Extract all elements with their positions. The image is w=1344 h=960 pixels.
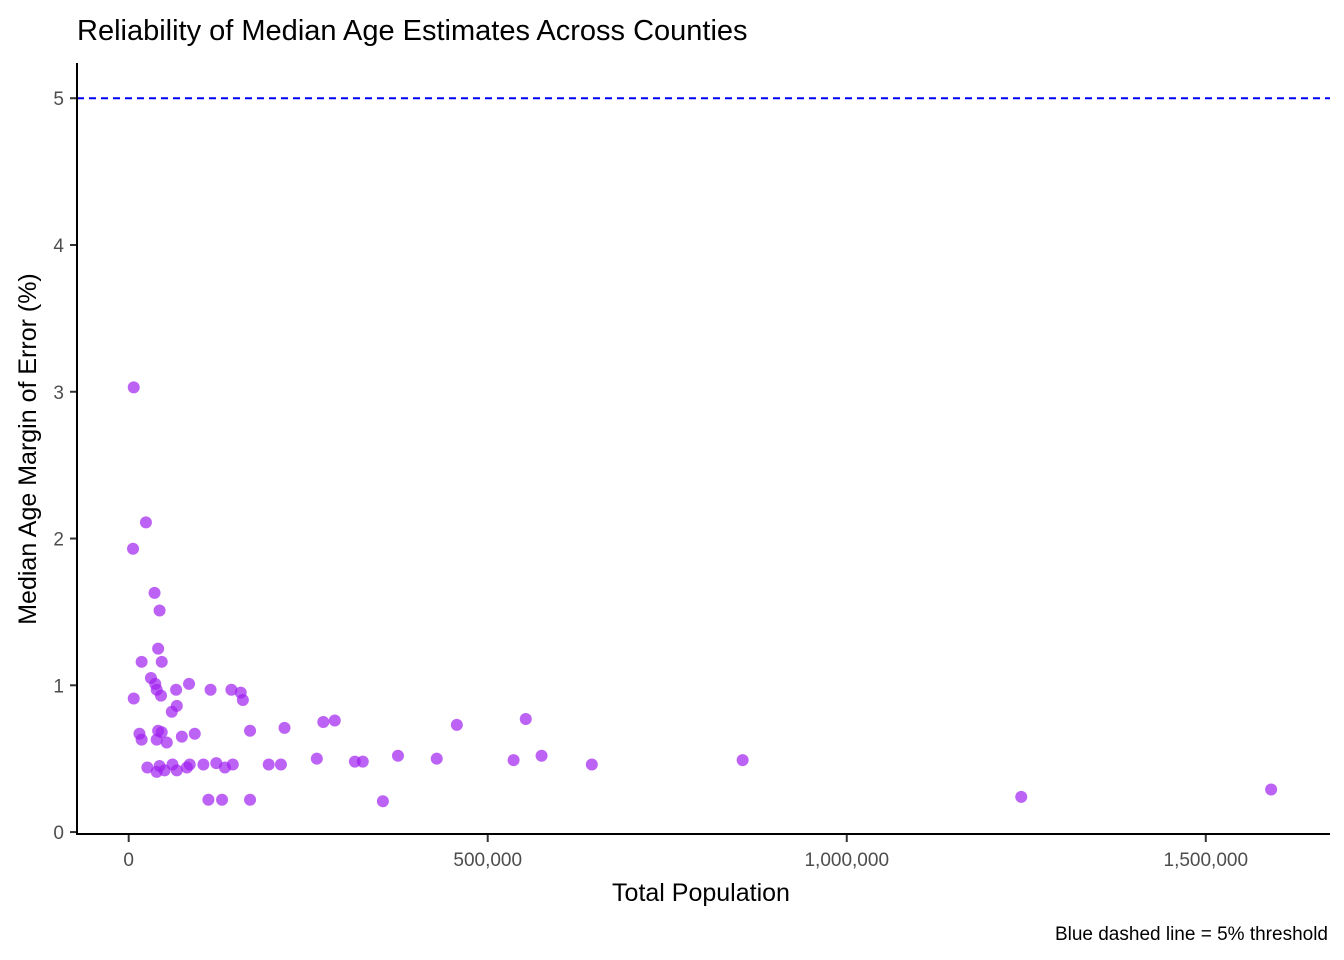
- y-tick-label: 3: [53, 383, 64, 404]
- x-tick-label: 500,000: [453, 850, 522, 871]
- data-point: [152, 642, 165, 655]
- data-point: [226, 758, 239, 771]
- y-tick-label: 5: [53, 89, 64, 110]
- data-point: [519, 713, 532, 726]
- data-point: [736, 754, 749, 767]
- data-point: [127, 542, 140, 555]
- data-point: [170, 683, 183, 696]
- data-point: [202, 793, 215, 806]
- data-point: [165, 705, 178, 718]
- x-tick-label: 1,000,000: [804, 850, 889, 871]
- data-point: [450, 718, 463, 731]
- data-point: [262, 758, 275, 771]
- data-point: [274, 758, 287, 771]
- y-tick-label: 4: [53, 236, 64, 257]
- data-point: [170, 764, 183, 777]
- data-point: [585, 758, 598, 771]
- data-point: [1015, 790, 1028, 803]
- data-point: [141, 761, 154, 774]
- data-point: [204, 683, 217, 696]
- data-point: [244, 724, 257, 737]
- data-point: [535, 749, 548, 762]
- data-point: [244, 793, 257, 806]
- data-point: [155, 655, 168, 668]
- data-point: [148, 586, 161, 599]
- data-point: [376, 795, 389, 808]
- data-point: [236, 693, 249, 706]
- data-point: [175, 730, 188, 743]
- x-axis: 0 500,000 1,000,000 1,500,000: [123, 835, 1248, 871]
- x-tick-label: 0: [123, 850, 134, 871]
- y-axis-title: Median Age Margin of Error (%): [14, 273, 42, 625]
- data-point: [127, 381, 140, 394]
- data-point: [183, 758, 196, 771]
- data-point: [153, 604, 166, 617]
- data-point: [430, 752, 443, 765]
- data-point: [310, 752, 323, 765]
- y-tick-label: 2: [53, 530, 64, 551]
- data-point: [197, 758, 210, 771]
- x-axis-title: Total Population: [612, 879, 790, 907]
- y-tick-label: 1: [53, 676, 64, 697]
- data-point: [135, 655, 148, 668]
- data-point: [328, 714, 341, 727]
- data-point: [507, 754, 520, 767]
- data-point: [225, 683, 238, 696]
- y-axis: 0 1 2 3 4 5: [53, 89, 77, 844]
- data-point: [317, 715, 330, 728]
- data-points: [127, 381, 1278, 808]
- data-point: [216, 793, 229, 806]
- x-tick-label: 1,500,000: [1164, 850, 1249, 871]
- data-point: [183, 677, 196, 690]
- data-point: [127, 692, 140, 705]
- data-point: [188, 727, 201, 740]
- data-point: [391, 749, 404, 762]
- chart-title: Reliability of Median Age Estimates Acro…: [77, 15, 748, 47]
- data-point: [1265, 783, 1278, 796]
- data-point: [135, 733, 148, 746]
- chart-caption: Blue dashed line = 5% threshold: [1055, 924, 1328, 945]
- data-point: [155, 689, 168, 702]
- data-point: [356, 755, 369, 768]
- data-point: [150, 733, 163, 746]
- data-point: [278, 721, 291, 734]
- data-point: [160, 736, 173, 749]
- data-point: [139, 516, 152, 529]
- y-tick-label: 0: [53, 823, 64, 844]
